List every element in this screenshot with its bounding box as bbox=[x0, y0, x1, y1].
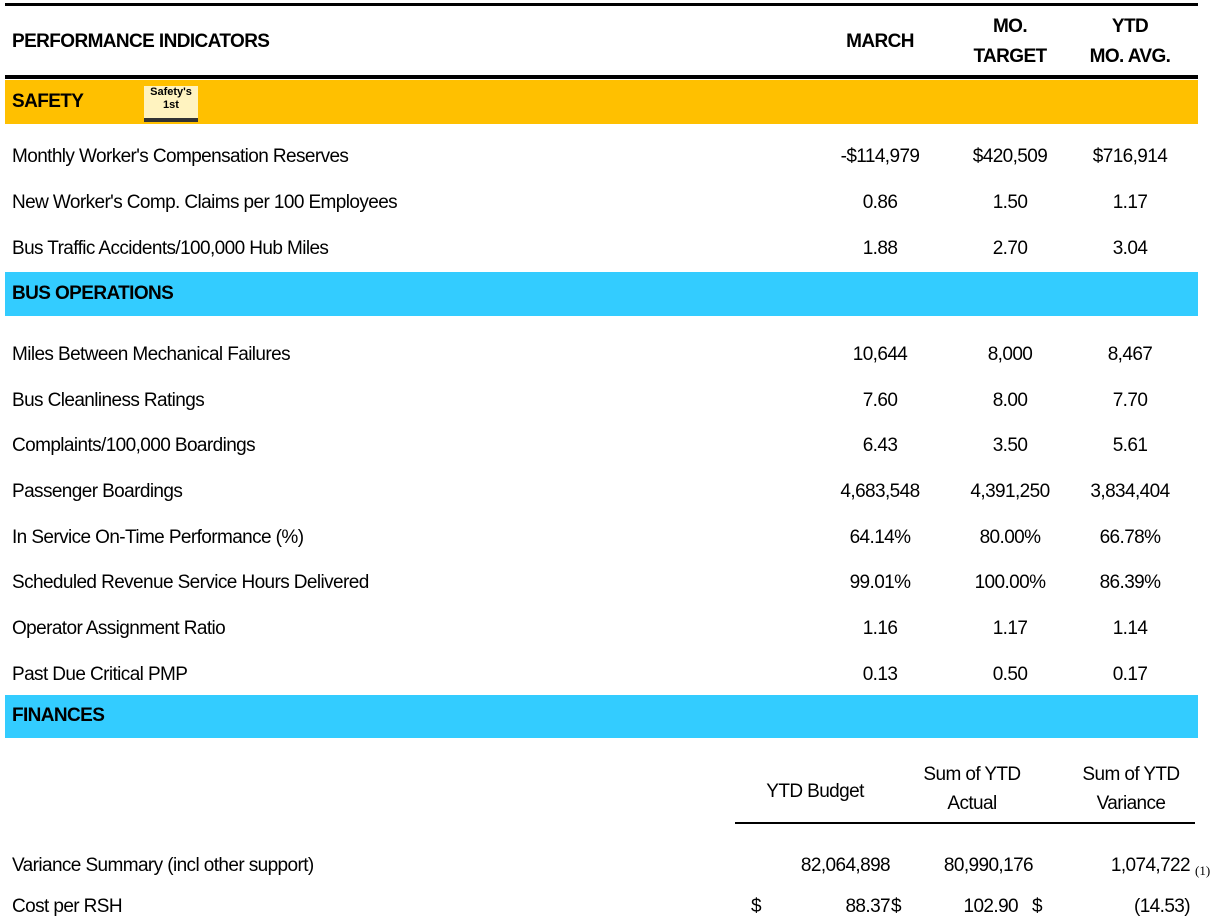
cell-value: $716,914 bbox=[1092, 146, 1168, 167]
cell-value: (14.53) bbox=[1133, 896, 1191, 917]
cell-value: -$114,979 bbox=[840, 146, 920, 167]
icon-text: 1st bbox=[163, 99, 179, 111]
row-label: Monthly Worker's Compensation Reserves bbox=[12, 146, 349, 167]
row-label: New Worker's Comp. Claims per 100 Employ… bbox=[12, 192, 398, 213]
finance-column: Variance bbox=[1096, 793, 1166, 814]
currency: $ bbox=[751, 896, 762, 917]
cell-value: 99.01% bbox=[849, 572, 911, 594]
finance-rule bbox=[735, 822, 1195, 824]
cell-value: 7.70 bbox=[1112, 389, 1148, 411]
row-label: Bus Cleanliness Ratings bbox=[12, 389, 205, 411]
cell-value: $420,509 bbox=[972, 146, 1048, 167]
cell-value: 3,834,404 bbox=[1090, 480, 1170, 502]
cell-value: 0.17 bbox=[1112, 663, 1148, 685]
column-header: MO. AVG. bbox=[1089, 46, 1171, 67]
header-rule bbox=[5, 75, 1198, 79]
cell-value: 2.70 bbox=[992, 238, 1028, 259]
cell-value: 100.00% bbox=[974, 572, 1046, 594]
cell-value: 7.60 bbox=[862, 389, 898, 411]
cell-value: 1.14 bbox=[1112, 618, 1148, 640]
cell-value: 10,644 bbox=[852, 343, 908, 365]
section-band bbox=[5, 80, 1198, 124]
section-band bbox=[5, 272, 1198, 316]
row-label: Operator Assignment Ratio bbox=[12, 618, 226, 640]
row-label: Cost per RSH bbox=[12, 896, 123, 917]
cell-value: 0.50 bbox=[992, 663, 1028, 685]
column-header: YTD bbox=[1111, 16, 1149, 37]
cell-value: 4,391,250 bbox=[970, 480, 1050, 502]
cell-value: 80,990,176 bbox=[943, 855, 1034, 876]
row-label: Scheduled Revenue Service Hours Delivere… bbox=[12, 572, 369, 594]
cell-value: 0.13 bbox=[862, 663, 898, 685]
cell-value: 80.00% bbox=[979, 526, 1041, 548]
row-label: Bus Traffic Accidents/100,000 Hub Miles bbox=[12, 238, 329, 259]
cell-value: 5.61 bbox=[1112, 435, 1148, 457]
row-label: Passenger Boardings bbox=[12, 480, 183, 502]
cell-value: 1.17 bbox=[992, 618, 1028, 640]
row-label: Complaints/100,000 Boardings bbox=[12, 435, 256, 457]
cell-value: 82,064,898 bbox=[800, 855, 891, 876]
section-title: FINANCES bbox=[12, 705, 105, 726]
currency: $ bbox=[891, 896, 902, 917]
cell-value: 64.14% bbox=[849, 526, 911, 548]
finance-column: YTD Budget bbox=[766, 781, 864, 802]
column-header: TARGET bbox=[973, 46, 1047, 67]
icon-text: Safety's bbox=[150, 86, 192, 98]
note: (1) bbox=[1195, 863, 1211, 878]
cell-value: 88.37 bbox=[845, 896, 890, 917]
cell-value: 1.88 bbox=[862, 238, 898, 259]
cell-value: 0.86 bbox=[862, 192, 898, 213]
row-label: Miles Between Mechanical Failures bbox=[12, 343, 291, 365]
cell-value: 3.50 bbox=[992, 435, 1028, 457]
top-rule bbox=[5, 3, 1198, 6]
row-label: In Service On-Time Performance (%) bbox=[12, 526, 304, 548]
cell-value: 6.43 bbox=[862, 435, 898, 457]
section-title: SAFETY bbox=[12, 91, 84, 112]
cell-value: 66.78% bbox=[1099, 526, 1161, 548]
cell-value: 1.50 bbox=[992, 192, 1028, 213]
section-title: BUS OPERATIONS bbox=[12, 283, 174, 304]
section-band bbox=[5, 695, 1198, 738]
column-header: MARCH bbox=[846, 31, 914, 52]
column-header: MO. bbox=[992, 16, 1028, 37]
cell-value: 1.17 bbox=[1112, 192, 1148, 213]
finance-column: Actual bbox=[947, 793, 997, 814]
cell-value: 3.04 bbox=[1112, 238, 1148, 259]
cell-value: 1.16 bbox=[862, 618, 898, 640]
cell-value: 102.90 bbox=[963, 896, 1018, 917]
header-title: PERFORMANCE INDICATORS bbox=[12, 31, 270, 52]
cell-value: 8.00 bbox=[992, 389, 1028, 411]
row-label: Variance Summary (incl other support) bbox=[12, 855, 314, 876]
cell-value: 86.39% bbox=[1099, 572, 1161, 594]
finance-column: Sum of YTD bbox=[923, 764, 1021, 785]
cell-value: 1,074,722 bbox=[1110, 855, 1191, 876]
cell-value: 8,000 bbox=[987, 343, 1033, 365]
icon-box bbox=[144, 86, 198, 122]
row-label: Past Due Critical PMP bbox=[12, 663, 188, 685]
currency: $ bbox=[1032, 896, 1043, 917]
cell-value: 4,683,548 bbox=[840, 480, 920, 502]
cell-value: 8,467 bbox=[1107, 343, 1153, 365]
finance-column: Sum of YTD bbox=[1082, 764, 1180, 785]
